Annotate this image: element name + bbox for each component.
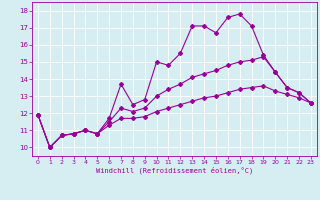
X-axis label: Windchill (Refroidissement éolien,°C): Windchill (Refroidissement éolien,°C) <box>96 167 253 174</box>
